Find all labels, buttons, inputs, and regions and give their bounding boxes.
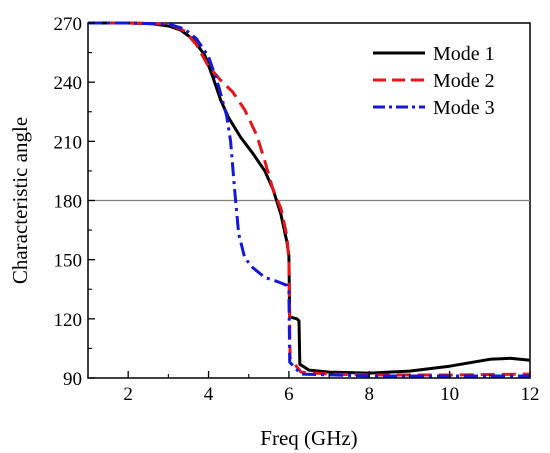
y-tick-label: 240 — [54, 73, 83, 94]
series-line-mode-2 — [88, 21, 531, 377]
y-tick-label: 180 — [54, 192, 83, 213]
x-tick-label: 8 — [365, 384, 375, 405]
series-group — [88, 21, 531, 378]
x-tick-label: 2 — [123, 384, 133, 405]
plot-area: 2 4 6 8 10 12 90 120 150 180 210 240 270 — [54, 14, 540, 405]
x-tick-label: 10 — [440, 384, 459, 405]
series-line-mode-1 — [88, 21, 531, 375]
legend-label-mode-1: Mode 1 — [433, 43, 495, 65]
legend-label-mode-2: Mode 2 — [433, 70, 495, 92]
y-tick-label: 90 — [63, 369, 82, 390]
x-tick-label: 6 — [284, 384, 294, 405]
y-tick-label: 270 — [54, 14, 83, 35]
legend: Mode 1 Mode 2 Mode 3 — [373, 43, 495, 119]
x-axis-title: Freq (GHz) — [260, 426, 357, 450]
y-axis-title: Characteristic angle — [8, 117, 32, 284]
series-line-mode-3 — [88, 21, 530, 378]
y-tick-label: 120 — [54, 310, 83, 331]
x-tick-label: 4 — [204, 384, 214, 405]
y-tick-label: 210 — [54, 132, 83, 153]
x-tick-label: 12 — [521, 384, 540, 405]
y-axis-ticks: 90 120 150 180 210 240 270 — [54, 14, 95, 390]
y-tick-label: 150 — [54, 251, 83, 272]
x-axis-ticks: 2 4 6 8 10 12 — [87, 371, 540, 405]
legend-label-mode-3: Mode 3 — [433, 97, 495, 119]
